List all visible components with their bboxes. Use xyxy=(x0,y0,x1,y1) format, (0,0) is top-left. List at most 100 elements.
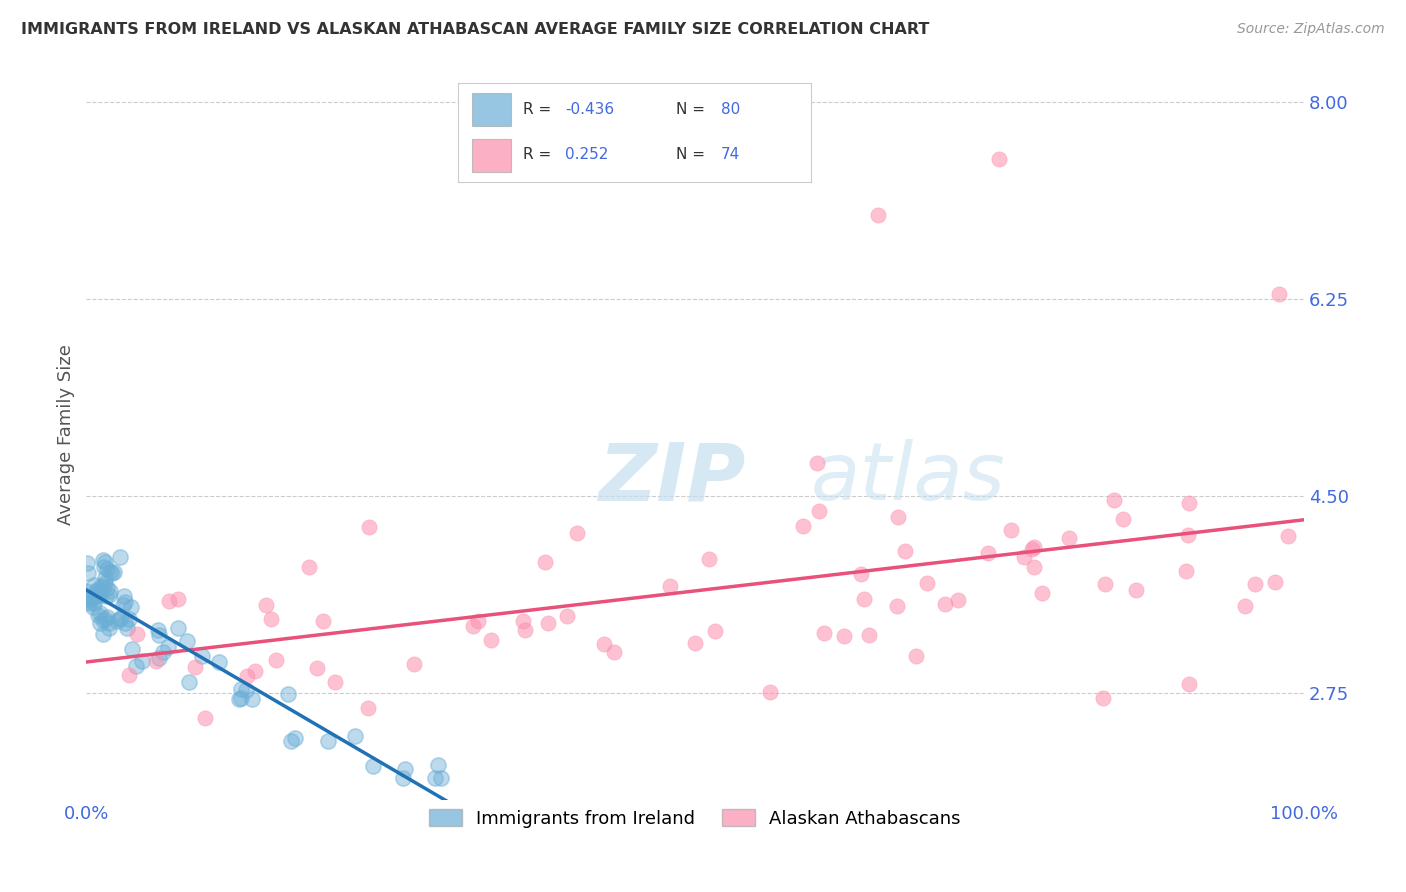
Point xyxy=(658,579,681,593)
Point xyxy=(894,544,917,558)
Point xyxy=(298,560,321,574)
Point xyxy=(93,555,115,569)
Text: atlas: atlas xyxy=(811,439,1005,517)
Point xyxy=(191,648,214,663)
Point xyxy=(537,615,560,630)
Point xyxy=(479,633,502,648)
Point xyxy=(167,591,190,606)
Point xyxy=(1243,576,1265,591)
Point xyxy=(392,771,415,785)
Point xyxy=(108,549,131,564)
Point xyxy=(555,609,578,624)
Point xyxy=(603,645,626,659)
Point xyxy=(357,520,380,534)
Point xyxy=(264,653,287,667)
Point xyxy=(103,565,125,579)
Point xyxy=(1021,542,1043,557)
Point xyxy=(79,591,101,606)
Point xyxy=(917,575,939,590)
Point xyxy=(1024,540,1046,554)
Point xyxy=(77,591,100,605)
Point xyxy=(430,771,453,785)
Point xyxy=(114,615,136,630)
Point xyxy=(866,208,889,222)
Point xyxy=(343,729,366,743)
Point xyxy=(260,612,283,626)
Point xyxy=(858,627,880,641)
Point xyxy=(1177,528,1199,542)
Point xyxy=(94,589,117,603)
Point xyxy=(305,661,328,675)
Point xyxy=(1233,599,1256,613)
Point xyxy=(91,581,114,595)
Point xyxy=(887,509,910,524)
Point xyxy=(83,578,105,592)
Point xyxy=(91,613,114,627)
Point xyxy=(567,526,589,541)
Point xyxy=(593,637,616,651)
Point xyxy=(77,566,100,581)
Point xyxy=(89,606,111,620)
Point xyxy=(394,762,416,776)
Point xyxy=(96,610,118,624)
Point xyxy=(1104,493,1126,508)
Point xyxy=(131,654,153,668)
Point xyxy=(94,571,117,585)
Point xyxy=(1264,574,1286,589)
Point xyxy=(96,581,118,595)
Point xyxy=(194,710,217,724)
Point xyxy=(948,592,970,607)
Point xyxy=(240,691,263,706)
Point xyxy=(89,616,111,631)
Point xyxy=(90,579,112,593)
Point xyxy=(1178,496,1201,510)
Point xyxy=(94,576,117,591)
Point xyxy=(229,690,252,705)
Point xyxy=(1125,582,1147,597)
Point xyxy=(208,656,231,670)
Point xyxy=(86,582,108,597)
Point xyxy=(91,626,114,640)
Point xyxy=(105,614,128,628)
Point xyxy=(97,621,120,635)
Point xyxy=(98,565,121,579)
Point xyxy=(228,692,250,706)
Point xyxy=(1112,512,1135,526)
Point xyxy=(93,560,115,574)
Point xyxy=(1174,564,1197,578)
Point xyxy=(112,589,135,603)
Point xyxy=(1178,676,1201,690)
Point xyxy=(89,588,111,602)
Point xyxy=(117,612,139,626)
Point xyxy=(1277,529,1299,543)
Point xyxy=(82,599,104,614)
Point xyxy=(108,612,131,626)
Point xyxy=(813,625,835,640)
Point xyxy=(231,682,253,697)
Point xyxy=(886,599,908,614)
Point xyxy=(125,626,148,640)
Point xyxy=(125,658,148,673)
Point xyxy=(1094,576,1116,591)
Point xyxy=(849,567,872,582)
Point xyxy=(934,598,956,612)
Y-axis label: Average Family Size: Average Family Size xyxy=(58,344,75,524)
Point xyxy=(988,152,1011,166)
Point xyxy=(110,611,132,625)
Point xyxy=(1057,531,1080,545)
Point xyxy=(402,657,425,671)
Point xyxy=(685,636,707,650)
Point xyxy=(177,674,200,689)
Point xyxy=(84,584,107,599)
Point xyxy=(120,599,142,614)
Point xyxy=(356,700,378,714)
Point xyxy=(1022,559,1045,574)
Point xyxy=(148,628,170,642)
Point xyxy=(277,687,299,701)
Point xyxy=(280,734,302,748)
Point xyxy=(832,629,855,643)
Point xyxy=(312,614,335,628)
Point xyxy=(792,519,814,533)
Point xyxy=(77,593,100,607)
Legend: Immigrants from Ireland, Alaskan Athabascans: Immigrants from Ireland, Alaskan Athabas… xyxy=(422,802,967,835)
